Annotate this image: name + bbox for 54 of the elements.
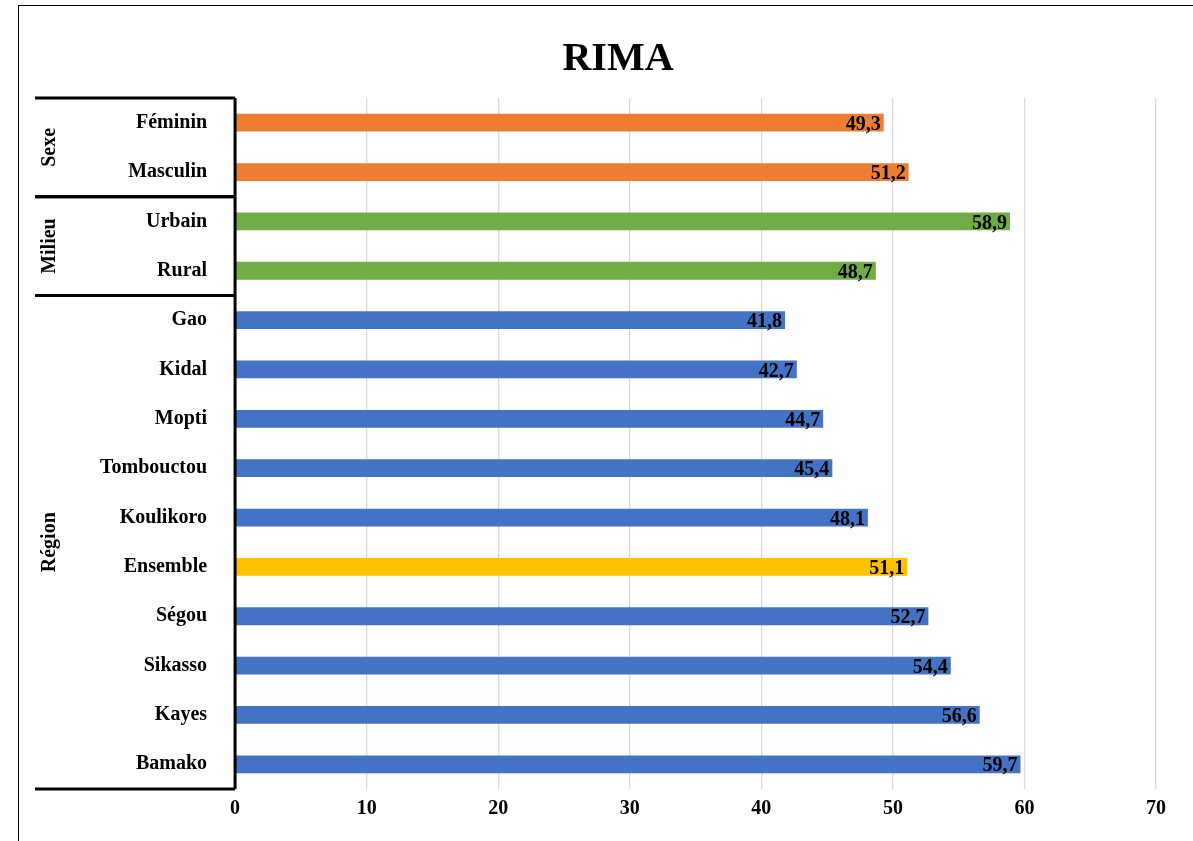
data-label: 59,7: [982, 753, 1018, 776]
x-tick-label: 0: [230, 796, 241, 819]
y-tick-label: Masculin: [128, 159, 208, 182]
text: Région: [37, 512, 61, 573]
bar: [235, 755, 1021, 774]
y-tick-label: Tombouctou: [99, 455, 208, 478]
data-label: 48,1: [829, 506, 865, 529]
y-tick-label: Mopti: [154, 405, 208, 429]
x-tick-label: 40: [751, 796, 772, 819]
y-tick-label: Féminin: [135, 109, 208, 132]
bar: [235, 706, 980, 724]
y-tick-label: Ensemble: [123, 554, 208, 577]
bar: [235, 212, 1010, 231]
data-label: 56,6: [941, 704, 977, 727]
data-label: 58,9: [971, 210, 1007, 233]
bar: [235, 113, 884, 132]
y-tick-label: Sikasso: [143, 652, 208, 675]
data-label: 48,7: [837, 259, 873, 282]
data-label: 51,1: [869, 556, 905, 579]
data-label: 42,7: [758, 358, 794, 381]
x-tick-label: 30: [619, 796, 640, 819]
data-label: 44,7: [785, 407, 821, 430]
data-label: 45,4: [794, 457, 830, 480]
data-label: 41,8: [747, 309, 782, 332]
text: Sexe: [37, 127, 60, 167]
y-tick-label: Bamako: [135, 751, 208, 774]
bar: [235, 409, 824, 428]
y-tick-label: Kidal: [159, 356, 208, 379]
bar: [235, 656, 951, 675]
bar: [235, 311, 785, 329]
y-tick-label: Ségou: [155, 603, 208, 627]
data-label: 54,4: [912, 654, 948, 677]
y-tick-label: Gao: [171, 307, 208, 330]
bar: [235, 261, 876, 280]
x-tick-label: 20: [488, 796, 509, 819]
data-label: 51,2: [870, 161, 906, 184]
bar: [235, 459, 833, 478]
x-tick-label: 70: [1146, 796, 1166, 819]
bar: [235, 558, 908, 576]
bar: [235, 360, 797, 379]
y-tick-label: Urbain: [145, 208, 208, 231]
bar: [235, 163, 909, 181]
x-tick-label: 60: [1014, 796, 1035, 819]
data-label: 52,7: [890, 605, 926, 628]
y-tick-label: Koulikoro: [119, 504, 208, 527]
bar: [235, 508, 868, 527]
text: Milieu: [37, 218, 60, 274]
x-tick-label: 50: [882, 796, 903, 819]
bar: [235, 607, 929, 626]
data-label: 49,3: [845, 111, 881, 134]
y-tick-label: Kayes: [154, 702, 208, 726]
chart-title: RIMA: [562, 34, 674, 80]
x-tick-label: 10: [356, 796, 377, 819]
y-tick-label: Rural: [157, 257, 208, 280]
